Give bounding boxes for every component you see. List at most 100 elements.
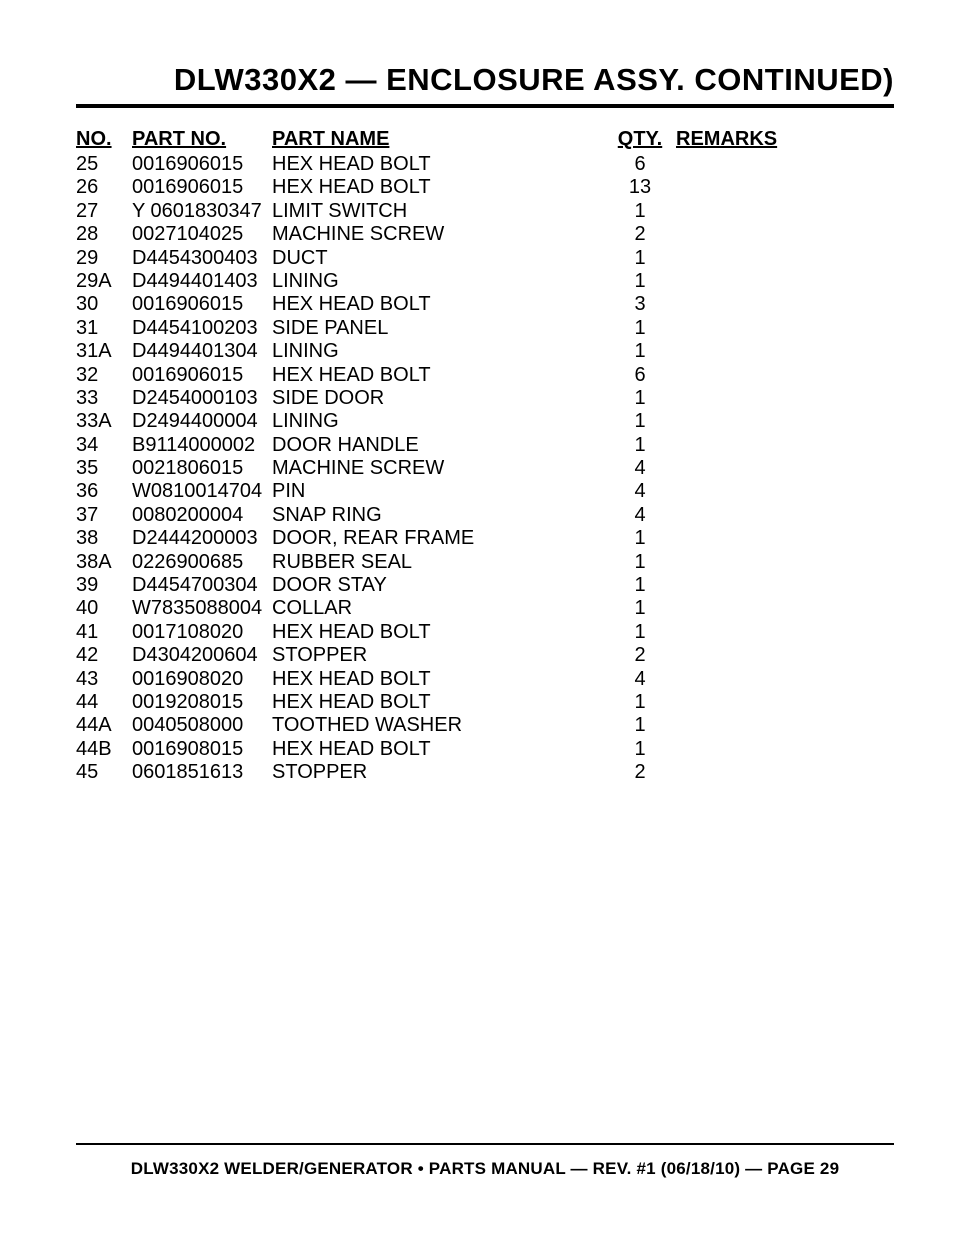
table-row: 27Y 0601830347LIMIT SWITCH1 (76, 200, 894, 223)
cell-remarks (676, 200, 894, 223)
cell-remarks (676, 551, 894, 574)
cell-no: 39 (76, 574, 132, 597)
table-row: 34B9114000002DOOR HANDLE1 (76, 434, 894, 457)
cell-remarks (676, 223, 894, 246)
cell-part-name: DOOR HANDLE (272, 434, 604, 457)
cell-qty: 4 (604, 480, 676, 503)
cell-part-no: W0810014704 (132, 480, 272, 503)
cell-remarks (676, 434, 894, 457)
cell-part-name: HEX HEAD BOLT (272, 176, 604, 199)
cell-remarks (676, 364, 894, 387)
cell-qty: 1 (604, 200, 676, 223)
table-row: 36W0810014704PIN4 (76, 480, 894, 503)
cell-part-name: LINING (272, 270, 604, 293)
cell-part-no: D4454700304 (132, 574, 272, 597)
cell-qty: 1 (604, 574, 676, 597)
cell-no: 36 (76, 480, 132, 503)
cell-part-name: DOOR STAY (272, 574, 604, 597)
table-row: 29AD4494401403LINING1 (76, 270, 894, 293)
cell-part-no: 0080200004 (132, 504, 272, 527)
table-row: 39D4454700304DOOR STAY1 (76, 574, 894, 597)
cell-remarks (676, 176, 894, 199)
cell-remarks (676, 293, 894, 316)
cell-no: 42 (76, 644, 132, 667)
col-header-qty: QTY. (604, 128, 676, 153)
cell-no: 33A (76, 410, 132, 433)
cell-remarks (676, 340, 894, 363)
cell-remarks (676, 761, 894, 784)
cell-qty: 1 (604, 551, 676, 574)
cell-part-name: HEX HEAD BOLT (272, 668, 604, 691)
cell-remarks (676, 621, 894, 644)
cell-part-name: RUBBER SEAL (272, 551, 604, 574)
cell-part-name: SNAP RING (272, 504, 604, 527)
cell-part-name: STOPPER (272, 761, 604, 784)
cell-no: 44A (76, 714, 132, 737)
cell-part-name: TOOTHED WASHER (272, 714, 604, 737)
cell-no: 45 (76, 761, 132, 784)
cell-qty: 2 (604, 644, 676, 667)
cell-qty: 1 (604, 410, 676, 433)
cell-remarks (676, 714, 894, 737)
cell-remarks (676, 668, 894, 691)
cell-qty: 1 (604, 247, 676, 270)
cell-part-no: 0226900685 (132, 551, 272, 574)
cell-qty: 1 (604, 317, 676, 340)
cell-part-name: LINING (272, 410, 604, 433)
table-row: 250016906015HEX HEAD BOLT6 (76, 153, 894, 176)
cell-no: 40 (76, 597, 132, 620)
footer-rule (76, 1143, 894, 1145)
cell-remarks (676, 387, 894, 410)
table-row: 33D2454000103SIDE DOOR1 (76, 387, 894, 410)
cell-part-name: HEX HEAD BOLT (272, 364, 604, 387)
cell-part-no: 0019208015 (132, 691, 272, 714)
cell-part-no: D2454000103 (132, 387, 272, 410)
cell-part-no: D2494400004 (132, 410, 272, 433)
cell-part-no: D2444200003 (132, 527, 272, 550)
cell-remarks (676, 457, 894, 480)
cell-part-no: D4454100203 (132, 317, 272, 340)
table-row: 44A0040508000TOOTHED WASHER1 (76, 714, 894, 737)
cell-no: 31 (76, 317, 132, 340)
cell-no: 38 (76, 527, 132, 550)
cell-remarks (676, 574, 894, 597)
cell-no: 41 (76, 621, 132, 644)
cell-remarks (676, 691, 894, 714)
footer: DLW330X2 WELDER/GENERATOR • PARTS MANUAL… (76, 1143, 894, 1179)
cell-part-no: 0027104025 (132, 223, 272, 246)
cell-part-name: HEX HEAD BOLT (272, 738, 604, 761)
cell-remarks (676, 527, 894, 550)
cell-part-no: 0021806015 (132, 457, 272, 480)
cell-no: 28 (76, 223, 132, 246)
table-row: 300016906015HEX HEAD BOLT3 (76, 293, 894, 316)
table-row: 320016906015HEX HEAD BOLT6 (76, 364, 894, 387)
table-header: NO. PART NO. PART NAME QTY. REMARKS (76, 128, 894, 153)
cell-part-name: HEX HEAD BOLT (272, 621, 604, 644)
table-row: 42D4304200604STOPPER2 (76, 644, 894, 667)
cell-qty: 1 (604, 738, 676, 761)
col-header-no: NO. (76, 128, 132, 153)
cell-no: 31A (76, 340, 132, 363)
cell-part-no: D4494401403 (132, 270, 272, 293)
table-row: 410017108020HEX HEAD BOLT1 (76, 621, 894, 644)
title-rule (76, 104, 894, 108)
table-row: 430016908020HEX HEAD BOLT4 (76, 668, 894, 691)
cell-part-no: B9114000002 (132, 434, 272, 457)
cell-no: 38A (76, 551, 132, 574)
cell-qty: 1 (604, 714, 676, 737)
cell-qty: 6 (604, 364, 676, 387)
cell-part-name: HEX HEAD BOLT (272, 691, 604, 714)
cell-part-no: 0016906015 (132, 153, 272, 176)
cell-qty: 1 (604, 527, 676, 550)
table-row: 44B0016908015HEX HEAD BOLT1 (76, 738, 894, 761)
cell-part-name: STOPPER (272, 644, 604, 667)
cell-qty: 4 (604, 504, 676, 527)
page-title: DLW330X2 — ENCLOSURE ASSY. CONTINUED) (76, 62, 894, 98)
cell-qty: 6 (604, 153, 676, 176)
table-row: 40W7835088004COLLAR1 (76, 597, 894, 620)
cell-remarks (676, 153, 894, 176)
cell-part-name: COLLAR (272, 597, 604, 620)
cell-part-no: 0017108020 (132, 621, 272, 644)
cell-part-no: 0016908020 (132, 668, 272, 691)
cell-part-name: LIMIT SWITCH (272, 200, 604, 223)
